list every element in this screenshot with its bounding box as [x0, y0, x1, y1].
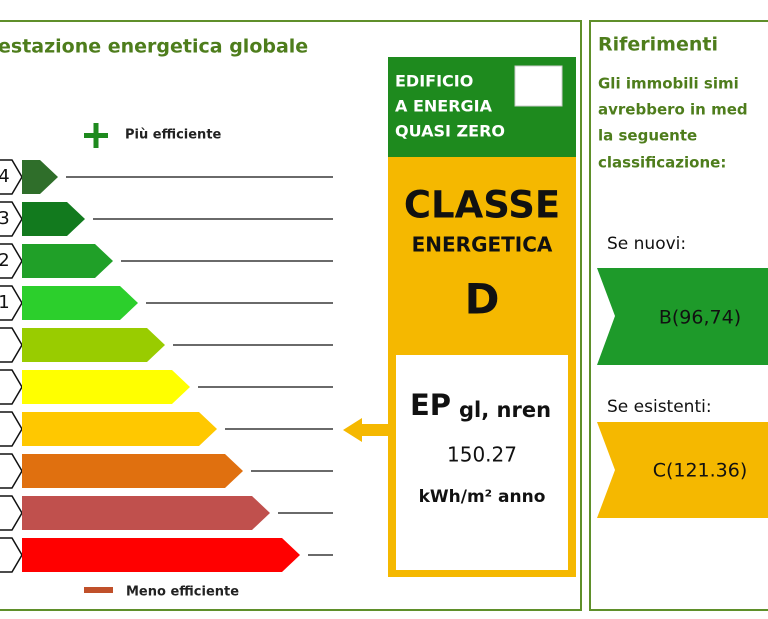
- legend-bottom: Meno efficiente: [84, 585, 239, 600]
- class-heading: CLASSE: [404, 184, 560, 227]
- ep-box: [396, 355, 568, 570]
- class-arrow: [22, 412, 217, 446]
- class-code: 2: [0, 250, 10, 271]
- class-arrow: [22, 370, 190, 404]
- nzeb-checkbox: [514, 65, 563, 107]
- nzeb-line: A ENERGIA: [395, 97, 493, 116]
- reference-label: Se nuovi:: [607, 234, 686, 254]
- reference-label: Se esistenti:: [607, 397, 712, 417]
- class-arrow: [22, 202, 85, 236]
- class-arrow: [22, 496, 270, 530]
- ep-value: 150.27: [447, 443, 517, 467]
- class-code: 4: [0, 166, 10, 187]
- ep-subscript: gl, nren: [459, 398, 551, 422]
- reference-value: B(96,74): [659, 307, 741, 329]
- description-line: classificazione:: [598, 154, 726, 172]
- energy-class: D: [465, 275, 500, 324]
- reference-arrow: [597, 268, 768, 365]
- description-line: la seguente: [598, 127, 697, 145]
- class-arrow: [22, 454, 243, 488]
- legend-bar: [84, 587, 113, 593]
- legend-label: Più efficiente: [125, 128, 222, 143]
- nzeb-line: EDIFICIO: [395, 72, 473, 91]
- class-scale: 4 3 2 1: [0, 159, 333, 573]
- class-code-box: [0, 159, 23, 195]
- class-code-box: [0, 243, 23, 279]
- right-panel-border: [589, 20, 768, 611]
- class-code-box: [0, 201, 23, 237]
- reference-value: C(121.36): [653, 460, 748, 482]
- class-code: 3: [0, 208, 10, 229]
- class-code-box: [0, 453, 23, 489]
- panel-title: estazione energetica globale: [0, 36, 308, 58]
- reference-arrow: [597, 422, 768, 518]
- pointer-arrow: [343, 418, 388, 442]
- class-code-box: [0, 327, 23, 363]
- class-code-box: [0, 495, 23, 531]
- class-code-box: [0, 537, 23, 573]
- ep-label: EP: [410, 388, 451, 422]
- description-line: Gli immobili simi: [598, 75, 739, 93]
- nzeb-line: QUASI ZERO: [395, 122, 505, 141]
- ep-unit: kWh/m² anno: [419, 487, 546, 507]
- panel-title: Riferimenti: [598, 34, 718, 56]
- class-arrow: [22, 160, 58, 194]
- description-line: avrebbero in med: [598, 101, 748, 119]
- class-arrow: [22, 286, 138, 320]
- class-code-box: [0, 285, 23, 321]
- class-heading: ENERGETICA: [412, 233, 553, 257]
- class-arrow: [22, 538, 300, 572]
- plus-v: [93, 123, 99, 148]
- class-code-box: [0, 411, 23, 447]
- class-arrow: [22, 328, 165, 362]
- legend-top: Più efficiente: [84, 123, 222, 148]
- class-code-box: [0, 369, 23, 405]
- class-code: 1: [0, 292, 10, 313]
- class-arrow: [22, 244, 113, 278]
- legend-label: Meno efficiente: [126, 585, 239, 600]
- left-panel-border: [0, 20, 582, 611]
